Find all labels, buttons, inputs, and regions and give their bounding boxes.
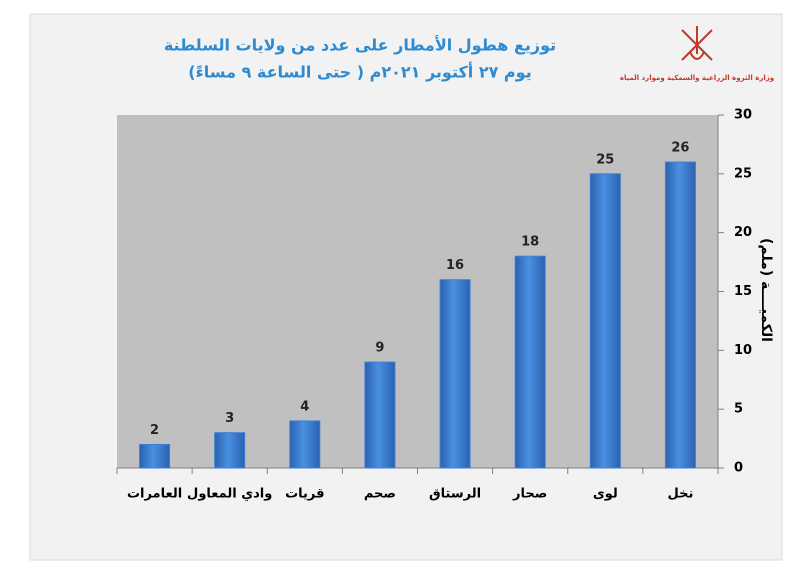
bar	[664, 161, 696, 469]
data-label: 25	[596, 152, 614, 167]
chart-title: توزيع هطول الأمطار على عدد من ولايات الس…	[164, 36, 556, 55]
y-axis-label: الكميــــة (ملم)	[758, 238, 774, 342]
data-label: 9	[375, 341, 384, 356]
y-tick-label: 25	[734, 166, 752, 181]
x-tick-label: العامرات	[127, 487, 182, 502]
x-tick-label: لوى	[593, 487, 618, 502]
y-tick-label: 10	[734, 343, 752, 358]
y-tick-label: 0	[734, 461, 743, 476]
y-tick-label: 20	[734, 225, 752, 240]
x-tick-label: وادي المعاول	[187, 487, 272, 502]
x-tick-label: صحار	[512, 487, 547, 502]
plot-area	[117, 115, 718, 468]
logo	[681, 26, 713, 61]
bar	[439, 279, 471, 469]
x-tick-label: نخل	[668, 487, 694, 502]
chart-subtitle: يوم ٢٧ أكتوبر ٢٠٢١م ( حتى الساعة ٩ مساءً…	[188, 62, 531, 82]
y-tick-label: 30	[734, 108, 752, 123]
x-tick-label: صحم	[364, 487, 396, 502]
x-tick-label: قريات	[285, 487, 324, 502]
data-label: 2	[150, 423, 159, 438]
data-label: 16	[446, 258, 464, 273]
data-label: 4	[300, 399, 309, 414]
y-tick-label: 15	[734, 284, 752, 299]
bar	[589, 173, 621, 469]
bar	[514, 255, 546, 469]
bar	[139, 443, 171, 469]
bar	[214, 432, 246, 469]
data-label: 26	[671, 141, 689, 156]
y-tick-label: 5	[734, 402, 743, 417]
logo-caption: وزارة الثروة الزراعية والسمكية وموارد ال…	[620, 74, 774, 82]
bar	[364, 361, 396, 469]
x-tick-label: الرستاق	[429, 487, 481, 502]
data-label: 3	[225, 411, 234, 426]
bar	[289, 420, 321, 469]
data-label: 18	[521, 235, 539, 250]
